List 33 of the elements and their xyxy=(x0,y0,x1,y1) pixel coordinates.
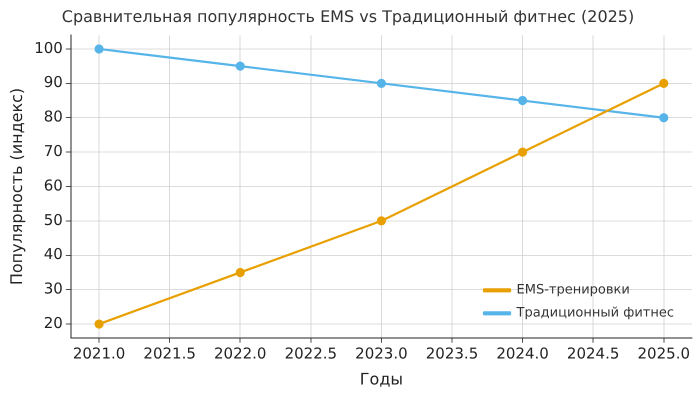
y-tick-label: 60 xyxy=(44,176,63,194)
x-tick-label: 2021.0 xyxy=(72,344,126,363)
point xyxy=(659,78,668,88)
y-tick-label: 20 xyxy=(44,314,63,332)
point xyxy=(376,216,386,226)
y-tick-label: 80 xyxy=(44,108,63,126)
y-tick-label: 50 xyxy=(44,210,63,229)
point xyxy=(518,96,528,106)
x-tick-label: 2024.0 xyxy=(496,344,549,363)
y-tick-label: 40 xyxy=(44,245,63,264)
x-tick-label: 2025.0 xyxy=(638,344,690,363)
y-tick-label: 90 xyxy=(44,73,63,92)
legend-label: EMS-тренировки xyxy=(516,282,630,298)
y-tick-label: 30 xyxy=(44,280,63,298)
point xyxy=(94,319,104,329)
point xyxy=(236,62,245,71)
y-tick-label: 100 xyxy=(34,38,63,57)
legend-label: Традиционный фитнес xyxy=(516,306,674,321)
x-tick-label: 2022.0 xyxy=(214,344,266,363)
x-axis-title: Годы xyxy=(360,370,404,389)
point xyxy=(236,268,245,278)
y-tick-label: 70 xyxy=(44,142,63,160)
x-tick-label: 2021.5 xyxy=(143,344,196,363)
point xyxy=(659,113,668,122)
point xyxy=(518,148,528,157)
x-tick-label: 2023.5 xyxy=(426,344,478,363)
chart-title: Сравнительная популярность EMS vs Традиционный фитнес (2025) xyxy=(62,6,634,26)
x-tick-label: 2023.0 xyxy=(355,344,408,363)
y-axis-title: Популярность (индекс) xyxy=(6,88,26,286)
x-tick-label: 2022.5 xyxy=(284,344,338,363)
point xyxy=(376,78,386,88)
x-tick-label: 2024.5 xyxy=(566,344,620,363)
point xyxy=(94,44,104,54)
